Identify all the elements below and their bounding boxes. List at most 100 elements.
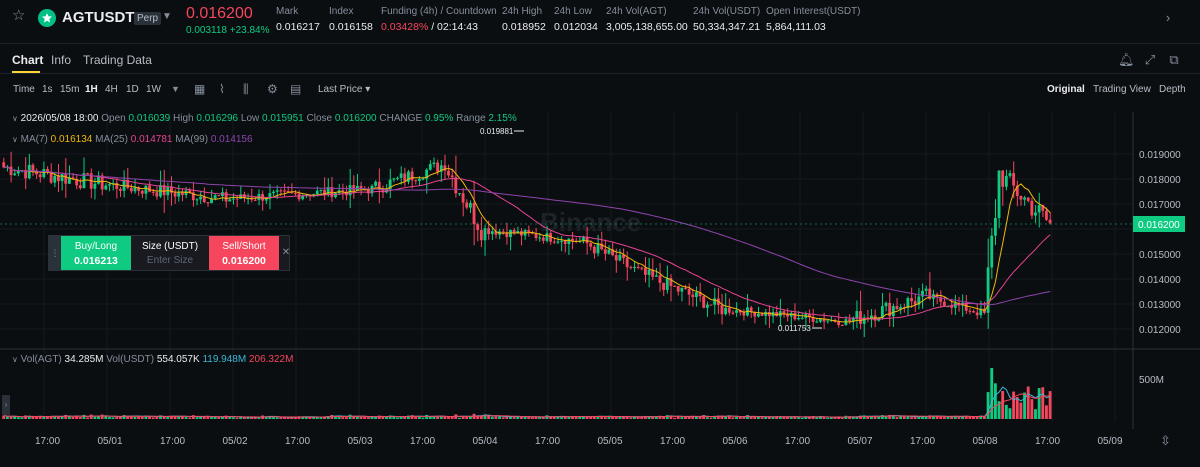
volume-bar	[315, 416, 319, 419]
time-axis-label: 05/09	[1098, 436, 1123, 447]
candle-body	[702, 296, 706, 308]
sell-short-button[interactable]: Sell/Short 0.016200	[209, 236, 279, 270]
drag-handle-icon[interactable]: ⋮	[49, 236, 61, 270]
volume-bar	[957, 416, 961, 419]
view-depth[interactable]: Depth	[1159, 84, 1186, 95]
volume-bar	[764, 416, 768, 419]
candle-body	[341, 190, 345, 192]
interval-1s[interactable]: 1s	[42, 84, 53, 95]
volume-bar	[727, 415, 731, 419]
volume-bar	[370, 416, 374, 419]
volume-bar	[1023, 392, 1026, 419]
scale-reset-icon[interactable]: ⇳	[1160, 433, 1171, 448]
bell-icon[interactable]: 🔔︎	[1118, 52, 1135, 67]
candle-body	[676, 286, 680, 292]
volume-bar	[78, 417, 82, 419]
candle-body	[443, 165, 447, 171]
candle-body	[290, 192, 294, 194]
candle-body	[334, 193, 337, 198]
volume-bar	[450, 416, 454, 419]
candle-body	[75, 179, 79, 186]
volume-bar	[997, 401, 1001, 419]
candle-body	[742, 312, 746, 316]
star-icon[interactable]: ☆	[12, 7, 26, 24]
candle-body	[195, 199, 199, 201]
volume-bar	[221, 416, 224, 419]
interval-1w[interactable]: 1W	[146, 84, 161, 95]
volume-bar	[180, 416, 184, 419]
price-chart[interactable]: Binance 0.019000 0.018000 0.017000 0.016200…	[0, 104, 1200, 467]
candle-body	[698, 292, 702, 297]
volume-bar	[1008, 408, 1012, 419]
volume-bar	[355, 416, 359, 419]
price-type-select[interactable]: Last Price ▾	[318, 84, 371, 95]
volume-bar	[676, 415, 680, 419]
volume-bar	[625, 416, 629, 419]
settings-icon[interactable]: ⚙	[267, 82, 278, 96]
chevron-right-icon[interactable]: ›	[1165, 10, 1171, 25]
candle-body	[563, 240, 567, 244]
candle-body	[1015, 185, 1019, 197]
symbol-name[interactable]: AGTUSDT	[62, 9, 135, 26]
expand-icon[interactable]: ⤢	[1144, 52, 1156, 67]
time-axis-label: 17:00	[785, 436, 810, 447]
volume-bar	[75, 415, 79, 419]
volume-bar	[118, 416, 122, 419]
candle-body	[556, 241, 560, 243]
time-axis-label: 05/02	[223, 436, 248, 447]
candle-body	[93, 183, 97, 189]
tab-chart[interactable]: Chart	[12, 53, 44, 67]
candle-body	[629, 267, 633, 269]
panel-toggle-icon[interactable]: ›	[2, 395, 10, 415]
volume-bar	[414, 416, 418, 419]
price-axis-label: 0.013000	[1139, 300, 1181, 311]
volume-bar	[312, 417, 316, 419]
size-input[interactable]: Size (USDT) Enter Size	[141, 241, 199, 266]
interval-time[interactable]: Time	[13, 84, 35, 95]
candle-body	[1001, 170, 1005, 187]
candle-body	[592, 246, 596, 254]
volume-bar	[581, 417, 585, 419]
volume-bar	[735, 416, 738, 419]
indicator-icon[interactable]: ⌇	[219, 82, 225, 96]
layout-icon[interactable]: ▤	[290, 82, 302, 96]
volume-bar	[516, 416, 520, 419]
candle-body	[86, 173, 89, 175]
popout-icon[interactable]: ⧉	[1169, 52, 1179, 67]
candle-body	[468, 202, 472, 208]
candle-body	[213, 195, 217, 199]
candle-body	[118, 188, 122, 191]
tab-info[interactable]: Info	[51, 53, 72, 67]
time-axis-label: 17:00	[410, 436, 435, 447]
volume-bar	[49, 415, 53, 419]
interval-15m[interactable]: 15m	[60, 84, 80, 95]
candle-body	[129, 187, 133, 192]
candle-body	[1034, 212, 1037, 216]
volume-bar	[855, 416, 859, 419]
candle-body	[545, 233, 549, 241]
interval-dropdown-icon[interactable]: ▼	[171, 84, 180, 94]
volume-bar	[921, 415, 924, 419]
interval-1d[interactable]: 1D	[126, 84, 139, 95]
volume-bar	[793, 416, 797, 419]
chevron-down-icon[interactable]: ▼	[162, 11, 172, 22]
interval-1h[interactable]: 1H	[85, 84, 98, 95]
volume-bar	[235, 417, 239, 419]
close-icon[interactable]: ✕	[281, 247, 291, 258]
volume-bar	[115, 416, 119, 419]
chart-toolbar: Time 1s 15m 1H 4H 1D 1W ▼ ▦ ⌇ ⫼ ⚙ ▤ Last…	[0, 74, 1200, 104]
volume-bar	[738, 417, 742, 419]
calendar-icon[interactable]: ▦	[194, 82, 206, 96]
candle-type-icon[interactable]: ⫼	[243, 82, 249, 96]
candle-body	[392, 178, 396, 180]
candle-body	[942, 301, 946, 307]
candle-body	[206, 202, 210, 204]
candle-body	[428, 164, 432, 170]
view-trading-view[interactable]: Trading View	[1093, 84, 1151, 95]
candle-body	[399, 173, 403, 178]
view-original[interactable]: Original	[1047, 84, 1085, 95]
candle-body	[366, 189, 370, 194]
tab-trading-data[interactable]: Trading Data	[83, 53, 152, 67]
buy-long-button[interactable]: Buy/Long 0.016213	[61, 236, 131, 270]
interval-4h[interactable]: 4H	[105, 84, 118, 95]
